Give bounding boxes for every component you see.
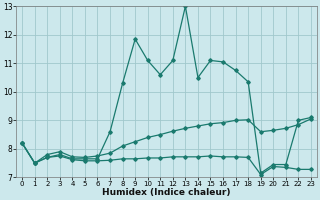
X-axis label: Humidex (Indice chaleur): Humidex (Indice chaleur) [102, 188, 231, 197]
